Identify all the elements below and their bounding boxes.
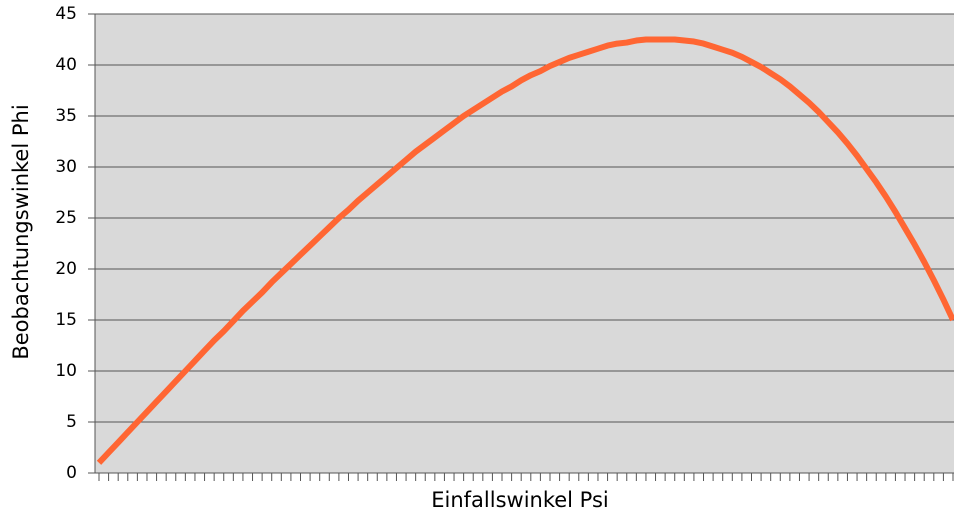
y-tick-label: 45 xyxy=(55,4,77,24)
y-tick-label: 40 xyxy=(55,55,77,75)
y-tick-label: 5 xyxy=(66,412,77,432)
plot-area xyxy=(95,14,954,473)
y-axis-title: Beobachtungswinkel Phi xyxy=(9,104,33,359)
y-tick-label: 0 xyxy=(66,463,77,483)
line xyxy=(96,36,954,465)
y-tick-label: 10 xyxy=(55,361,77,381)
y-tick-label: 30 xyxy=(55,157,77,177)
y-tick-label: 20 xyxy=(55,259,77,279)
y-tick-label: 15 xyxy=(55,310,77,330)
x-axis-title: Einfallswinkel Psi xyxy=(431,488,609,512)
y-tick-label: 25 xyxy=(55,208,77,228)
y-tick-label: 35 xyxy=(55,106,77,126)
